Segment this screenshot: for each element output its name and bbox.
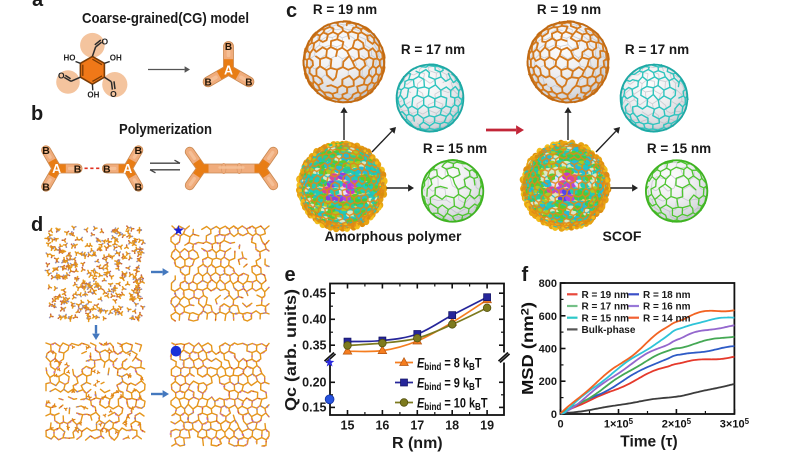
svg-text:R = 15 nm: R = 15 nm (582, 313, 630, 324)
svg-text:Coarse-grained(CG) model: Coarse-grained(CG) model (82, 10, 249, 27)
svg-text:O: O (110, 89, 117, 99)
svg-text:B: B (245, 77, 252, 88)
svg-text:18: 18 (445, 419, 459, 433)
svg-text:R = 17 nm: R = 17 nm (582, 302, 630, 313)
svg-text:0.40: 0.40 (302, 313, 326, 327)
svg-text:3×105: 3×105 (720, 417, 750, 431)
svg-text:15: 15 (341, 419, 355, 433)
svg-text:HO: HO (64, 54, 76, 63)
svg-text:OH: OH (87, 91, 99, 100)
svg-text:d: d (31, 214, 43, 236)
svg-text:B: B (225, 42, 232, 53)
svg-text:B: B (135, 182, 143, 194)
svg-text:OH: OH (110, 54, 122, 63)
svg-text:B: B (204, 77, 211, 88)
svg-text:R (nm): R (nm) (392, 435, 443, 452)
svg-text:R = 19 nm: R = 19 nm (537, 2, 601, 17)
svg-text:0: 0 (557, 419, 563, 431)
svg-text:MSD (nm2): MSD (nm2) (520, 302, 538, 395)
svg-text:1×105: 1×105 (604, 417, 634, 431)
svg-text:B: B (74, 163, 82, 175)
svg-text:c: c (286, 0, 297, 22)
svg-text:R = 17 nm: R = 17 nm (625, 42, 689, 57)
svg-text:R = 18 nm: R = 18 nm (643, 290, 691, 301)
svg-text:a: a (32, 0, 44, 11)
svg-text:SCOF: SCOF (603, 228, 642, 244)
svg-text:R = 19 nm: R = 19 nm (313, 2, 377, 17)
svg-text:400: 400 (539, 344, 557, 356)
svg-text:Ebind = 8 kBT: Ebind = 8 kBT (417, 355, 482, 372)
svg-text:e: e (285, 264, 296, 286)
svg-text:A: A (52, 162, 61, 176)
svg-text:R = 19 nm: R = 19 nm (582, 290, 630, 301)
svg-text:17: 17 (410, 419, 424, 433)
svg-text:R = 15 nm: R = 15 nm (647, 141, 711, 156)
svg-text:B: B (42, 182, 50, 194)
svg-text:B: B (135, 145, 143, 157)
svg-text:B: B (42, 145, 50, 157)
svg-text:0.45: 0.45 (302, 287, 326, 301)
svg-text:R = 14 nm: R = 14 nm (643, 313, 691, 324)
svg-text:800: 800 (539, 278, 557, 290)
svg-text:Ebind = 10 kBT: Ebind = 10 kBT (417, 395, 488, 412)
svg-text:0.20: 0.20 (302, 376, 326, 390)
svg-text:A: A (224, 63, 233, 77)
svg-text:Polymerization: Polymerization (119, 121, 212, 138)
svg-text:f: f (522, 264, 529, 286)
svg-text:A: A (123, 162, 132, 176)
svg-text:200: 200 (539, 376, 557, 388)
svg-text:R = 16 nm: R = 16 nm (643, 302, 691, 313)
svg-text:O: O (58, 70, 65, 80)
svg-text:600: 600 (539, 311, 557, 323)
svg-text:19: 19 (480, 419, 494, 433)
svg-text:b: b (31, 103, 43, 125)
svg-text:0.35: 0.35 (302, 339, 326, 353)
svg-text:2×105: 2×105 (662, 417, 692, 431)
svg-text:0.15: 0.15 (302, 401, 326, 415)
svg-text:B: B (103, 163, 111, 175)
svg-text:Bulk-phase: Bulk-phase (582, 325, 636, 336)
svg-text:Time (τ): Time (τ) (620, 434, 677, 451)
svg-text:Amorphous polymer: Amorphous polymer (325, 228, 462, 244)
svg-text:O: O (101, 37, 108, 47)
svg-text:Qc (arb. units): Qc (arb. units) (283, 289, 300, 411)
svg-text:16: 16 (375, 419, 389, 433)
svg-text:R = 17 nm: R = 17 nm (401, 42, 465, 57)
svg-text:R = 15 nm: R = 15 nm (423, 141, 487, 156)
svg-text:Ebind = 9 kBT: Ebind = 9 kBT (417, 375, 482, 392)
svg-text:0: 0 (551, 409, 557, 421)
